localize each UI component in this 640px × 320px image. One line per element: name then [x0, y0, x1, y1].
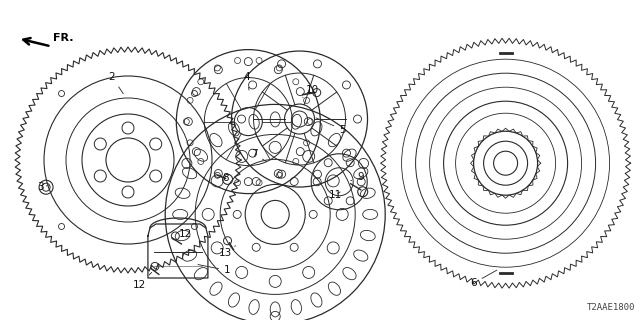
- Text: T2AAE1800: T2AAE1800: [587, 303, 635, 312]
- Text: 3: 3: [37, 182, 48, 192]
- Text: 6: 6: [470, 270, 497, 288]
- Text: 11: 11: [329, 190, 342, 200]
- Text: 8: 8: [214, 172, 228, 183]
- Text: 4: 4: [243, 72, 250, 90]
- Text: 13: 13: [219, 246, 236, 259]
- Text: 9: 9: [351, 172, 364, 182]
- Text: 2: 2: [109, 72, 124, 94]
- Text: 1: 1: [198, 265, 230, 276]
- Text: 12: 12: [175, 229, 192, 241]
- Text: FR.: FR.: [53, 33, 74, 44]
- Text: 12: 12: [133, 272, 152, 290]
- Text: 10: 10: [303, 84, 319, 98]
- Text: 5: 5: [316, 118, 346, 135]
- Text: 7: 7: [251, 148, 266, 162]
